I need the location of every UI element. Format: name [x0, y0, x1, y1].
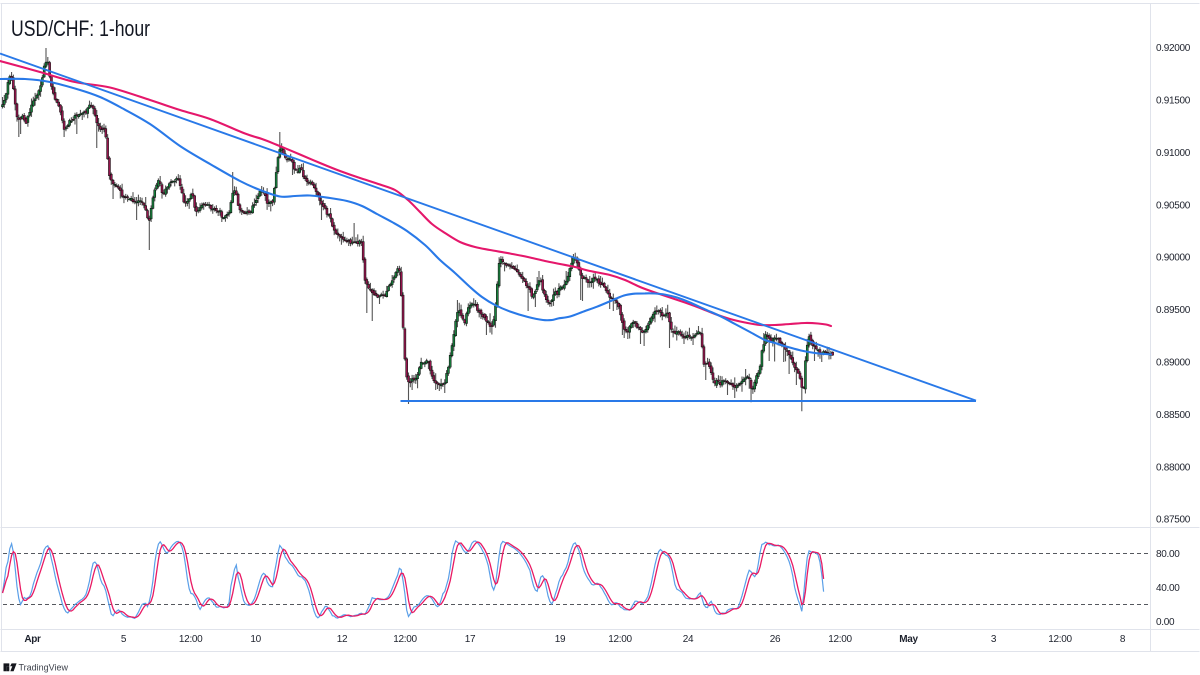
svg-text:0.90000: 0.90000: [1156, 253, 1191, 264]
svg-text:0.89000: 0.89000: [1156, 358, 1191, 369]
svg-text:8: 8: [1120, 634, 1126, 645]
svg-text:0.88000: 0.88000: [1156, 462, 1191, 473]
svg-text:12:00: 12:00: [393, 634, 417, 645]
svg-text:17: 17: [465, 634, 476, 645]
svg-text:12:00: 12:00: [1048, 634, 1072, 645]
svg-text:0.87500: 0.87500: [1156, 515, 1191, 526]
svg-text:0.88500: 0.88500: [1156, 410, 1191, 421]
svg-text:19: 19: [555, 634, 566, 645]
svg-text:12:00: 12:00: [179, 634, 203, 645]
svg-text:0.91500: 0.91500: [1156, 96, 1191, 107]
svg-text:USD/CHF: 1-hour: USD/CHF: 1-hour: [11, 16, 150, 41]
svg-text:10: 10: [250, 634, 261, 645]
svg-text:0.91000: 0.91000: [1156, 148, 1191, 159]
svg-text:May: May: [899, 634, 918, 645]
svg-text:0.90500: 0.90500: [1156, 200, 1191, 211]
svg-text:0.00: 0.00: [1156, 617, 1175, 628]
svg-text:80.00: 80.00: [1156, 549, 1180, 560]
svg-text:40.00: 40.00: [1156, 583, 1180, 594]
svg-text:0.89500: 0.89500: [1156, 305, 1191, 316]
svg-text:26: 26: [770, 634, 781, 645]
svg-text:24: 24: [683, 634, 694, 645]
svg-text:12:00: 12:00: [828, 634, 852, 645]
svg-text:TradingView: TradingView: [19, 663, 69, 673]
svg-text:12:00: 12:00: [608, 634, 632, 645]
svg-text:0.92000: 0.92000: [1156, 43, 1191, 54]
svg-text:Apr: Apr: [24, 634, 41, 645]
svg-text:5: 5: [121, 634, 127, 645]
svg-text:12: 12: [337, 634, 348, 645]
svg-text:3: 3: [991, 634, 997, 645]
